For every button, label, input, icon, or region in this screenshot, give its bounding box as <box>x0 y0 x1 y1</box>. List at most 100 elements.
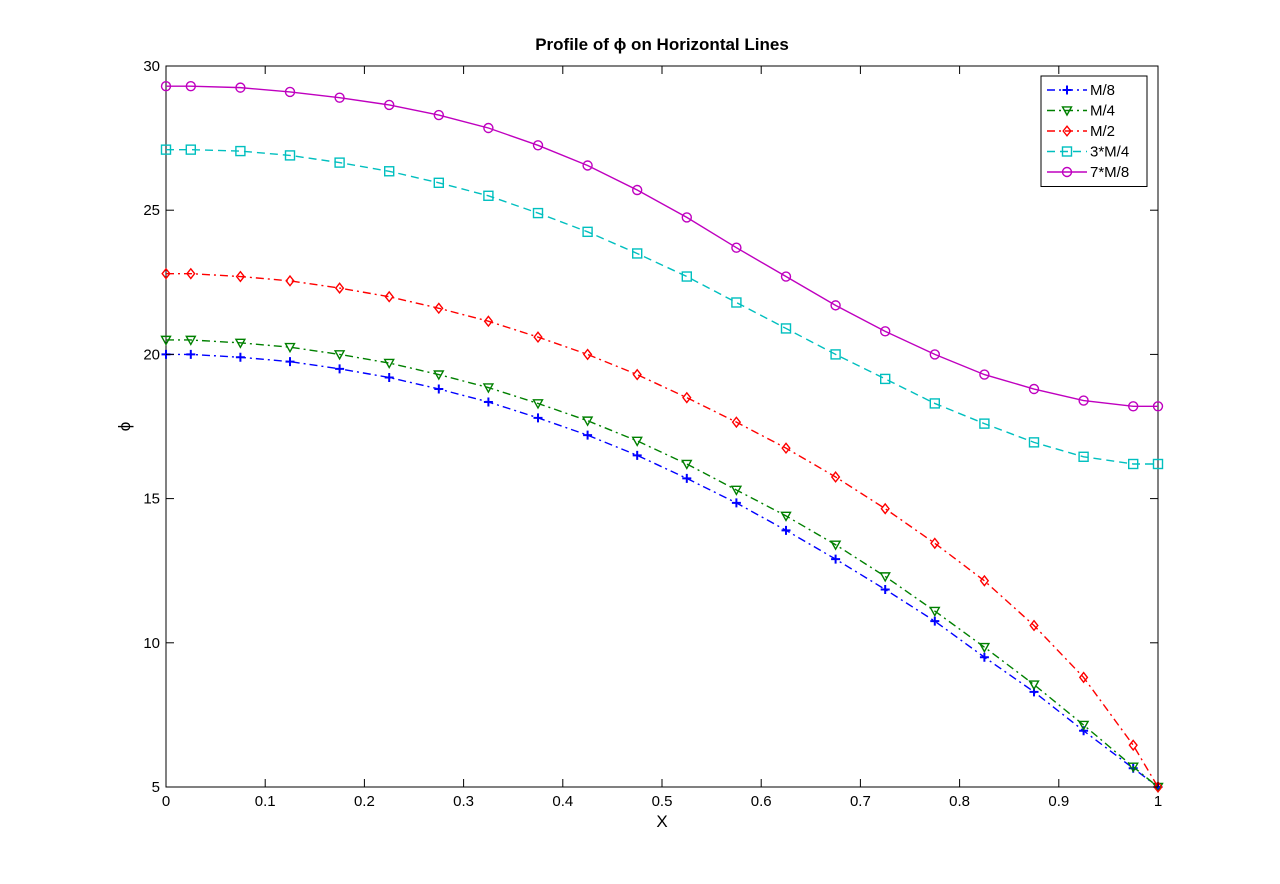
legend-marker <box>1061 166 1073 178</box>
data-point <box>284 150 296 161</box>
data-point <box>1153 781 1163 793</box>
data-point <box>433 370 445 381</box>
legend-label: 3*M/4 <box>1090 144 1129 161</box>
data-point <box>383 358 395 369</box>
data-point <box>979 418 990 429</box>
data-point <box>632 368 642 381</box>
data-point <box>830 349 841 360</box>
data-point <box>1028 437 1040 448</box>
data-point <box>333 350 346 361</box>
series-line <box>166 339 1159 788</box>
data-point <box>829 540 842 551</box>
data-point <box>334 282 345 294</box>
data-point <box>831 554 841 564</box>
data-point <box>731 297 742 308</box>
x-tick-label: 0.3 <box>453 793 474 810</box>
x-axis-label: X <box>656 812 667 831</box>
legend-label: M/4 <box>1090 103 1115 120</box>
data-point <box>978 642 991 654</box>
data-point <box>1078 671 1089 684</box>
data-point <box>335 364 345 374</box>
data-point <box>1078 451 1089 462</box>
data-point <box>631 436 643 447</box>
plot-area <box>165 65 1159 788</box>
data-point <box>880 326 891 337</box>
data-point <box>186 267 196 280</box>
data-point <box>880 502 890 515</box>
data-point <box>384 166 395 177</box>
x-tick-label: 0.5 <box>652 793 673 810</box>
data-point <box>879 572 891 583</box>
data-point <box>582 226 593 238</box>
data-point <box>1029 619 1039 632</box>
data-point <box>1152 401 1164 412</box>
legend: M/8 M/4 M/2 3*M/4 7*M/8 <box>1040 75 1148 187</box>
x-tick-label: 0.1 <box>255 793 276 810</box>
data-point <box>532 207 544 219</box>
x-tick-label: 1 <box>1154 793 1162 810</box>
series-3 <box>160 144 1164 470</box>
series-layer <box>160 80 1164 793</box>
data-point <box>532 399 544 410</box>
data-point <box>731 242 742 253</box>
data-point <box>532 140 544 151</box>
data-point <box>582 348 593 361</box>
legend-item: M/4 <box>1047 103 1115 120</box>
data-point <box>1127 458 1139 470</box>
data-point <box>384 372 394 382</box>
data-point <box>583 430 593 440</box>
data-point <box>780 323 792 334</box>
data-point <box>929 398 940 409</box>
data-point <box>1152 458 1164 470</box>
y-tick-label: 25 <box>143 202 160 219</box>
legend-marker <box>1062 85 1072 95</box>
data-point <box>434 302 444 315</box>
data-point <box>483 122 494 134</box>
data-point <box>186 349 196 359</box>
series-1 <box>160 335 1164 793</box>
data-point <box>234 338 247 349</box>
data-point <box>780 511 792 522</box>
data-point <box>483 190 494 201</box>
data-point <box>185 144 197 155</box>
data-point <box>235 82 246 93</box>
data-point <box>384 99 395 111</box>
series-line <box>166 353 1159 788</box>
data-point <box>632 450 642 460</box>
y-tick-label: 15 <box>143 491 160 508</box>
data-point <box>681 459 693 470</box>
data-point <box>235 352 245 362</box>
legend-label: 7*M/8 <box>1090 164 1129 181</box>
data-point <box>880 373 891 385</box>
y-tick-label: 10 <box>143 635 160 652</box>
x-tick-label: 0 <box>162 793 170 810</box>
x-tick-label: 0.7 <box>850 793 871 810</box>
data-point <box>681 271 692 282</box>
data-point <box>284 342 296 354</box>
data-point <box>433 109 444 121</box>
data-point <box>1028 383 1040 395</box>
data-point <box>1028 680 1040 691</box>
data-point <box>161 267 171 280</box>
data-point <box>482 383 495 394</box>
data-point <box>533 413 543 423</box>
data-point <box>582 160 593 171</box>
data-point <box>285 274 295 287</box>
data-point <box>433 177 444 189</box>
data-point <box>781 525 791 535</box>
legend-box <box>1040 75 1148 187</box>
data-point <box>880 584 890 594</box>
data-point <box>1078 395 1089 406</box>
x-tick-label: 0.8 <box>949 793 970 810</box>
data-point <box>682 473 692 483</box>
data-point <box>979 574 990 587</box>
x-tick-label: 0.4 <box>552 793 573 810</box>
legend-marker <box>1062 125 1072 137</box>
data-point <box>830 471 841 483</box>
x-tick-label: 0.2 <box>354 793 375 810</box>
data-point <box>384 290 394 303</box>
data-point <box>483 397 493 407</box>
data-point <box>581 416 594 427</box>
data-point <box>681 212 692 223</box>
